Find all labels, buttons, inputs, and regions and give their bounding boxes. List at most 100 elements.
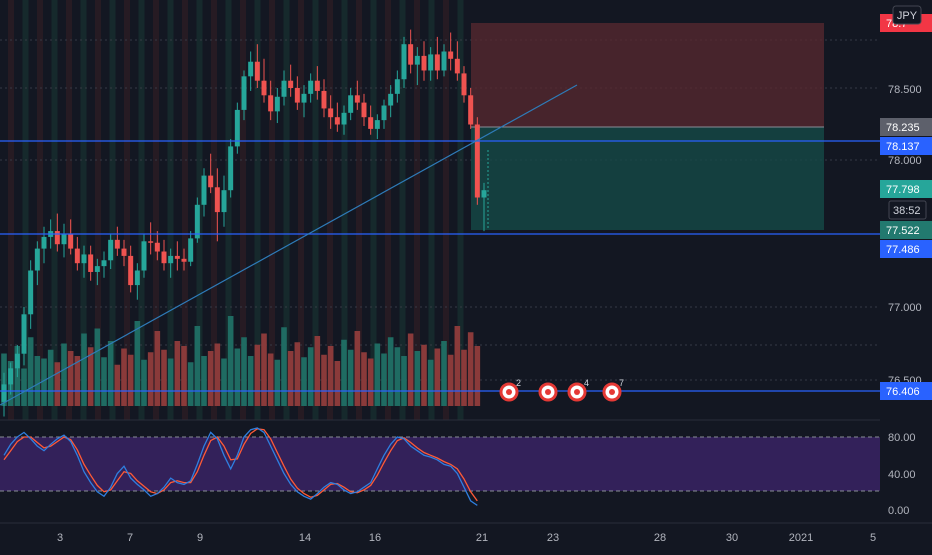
stoch-k-line [3, 427, 478, 506]
candle-body [428, 54, 434, 71]
candle-body [401, 44, 407, 80]
time-tick-label: 7 [127, 532, 133, 544]
session-band [327, 0, 333, 420]
candle-body [168, 255, 174, 264]
candle-body [448, 51, 454, 59]
candle-body [334, 117, 340, 125]
price-tag-label: 76.406 [886, 386, 920, 398]
volume-bar [367, 358, 374, 406]
candle-body [54, 231, 60, 245]
candle-body [1, 384, 7, 402]
candle-body [468, 95, 474, 125]
candle-body [341, 112, 347, 125]
stoch-d-line [3, 428, 478, 502]
stoch-band [0, 437, 880, 491]
candle-body [461, 73, 467, 96]
candle-body [321, 90, 327, 109]
candle-body [201, 175, 207, 205]
session-band [443, 0, 449, 420]
session-band [95, 0, 101, 420]
price-tag-label: 77.486 [886, 244, 920, 256]
volume-bar [241, 337, 247, 406]
session-band [182, 0, 188, 420]
volume-bar [167, 358, 174, 406]
candle-body [234, 109, 240, 147]
volume-bar [34, 356, 41, 406]
time-axis-ticks: 3 7 9 14 16 21 23 28 30 2021 5 [57, 532, 876, 544]
candle-body [294, 88, 300, 103]
stoch-tick-label: 80.00 [888, 432, 916, 444]
volume-bar [294, 342, 301, 406]
event-marker[interactable]: 2 [499, 378, 521, 402]
event-markers[interactable]: 2 4 7 [499, 378, 624, 402]
currency-badge[interactable] [892, 5, 922, 25]
session-band [109, 0, 116, 420]
session-band [414, 0, 420, 420]
volume-bar [254, 344, 261, 406]
event-marker[interactable]: 4 [567, 378, 589, 402]
candle-body [121, 248, 127, 256]
volume-bar [74, 356, 81, 406]
candle-body [141, 241, 147, 271]
volume-bar [247, 356, 254, 406]
candle-body [228, 146, 234, 191]
volume-bar [227, 316, 234, 406]
price-tag [880, 240, 932, 258]
volume-bar [21, 368, 27, 406]
session-bands [8, 0, 464, 420]
candle-body [381, 105, 387, 121]
price-tick-label: 77.000 [888, 302, 922, 314]
candle-body [88, 254, 94, 272]
stoch-axis-ticks: 80.00 40.00 0.00 [888, 432, 916, 517]
volume-bar [214, 343, 221, 406]
volume-bar [54, 362, 61, 406]
volume-bar [161, 349, 167, 406]
time-tick-label: 3 [57, 532, 63, 544]
price-tick-label: 78.500 [888, 84, 922, 96]
volume-bar [107, 341, 114, 406]
volume-bar [441, 341, 447, 406]
session-band [283, 0, 290, 420]
trend-line[interactable] [0, 84, 578, 406]
stoch-tick-label: 40.00 [888, 469, 916, 481]
price-tag-label: 77.798 [886, 184, 920, 196]
candle-body [274, 96, 280, 112]
event-marker[interactable] [538, 382, 558, 402]
session-band [356, 0, 362, 420]
time-tick-label: 9 [197, 532, 203, 544]
volume-bar [361, 352, 367, 406]
candle-body [8, 368, 14, 385]
candle-body [328, 108, 334, 118]
volume-bar [374, 343, 381, 406]
session-band [225, 0, 232, 420]
volume-bar [127, 354, 134, 406]
risk-zone[interactable] [471, 23, 824, 127]
session-band [385, 0, 391, 420]
volume-bar [94, 328, 101, 406]
session-band [66, 0, 72, 420]
event-count: 2 [516, 378, 521, 388]
volume-bar [221, 358, 227, 406]
price-candles[interactable] [1, 29, 487, 417]
event-marker[interactable]: 7 [602, 378, 624, 402]
candle-body [348, 95, 354, 113]
volume-bar [234, 348, 241, 406]
candle-body [134, 270, 140, 286]
price-tag [880, 137, 932, 155]
candle-body [248, 61, 254, 77]
price-tag-label: 78.137 [886, 141, 920, 153]
price-axis[interactable] [880, 0, 932, 523]
session-band [312, 0, 319, 420]
price-tick-label: 78.000 [888, 155, 922, 167]
volume-bar [461, 349, 467, 406]
session-band [167, 0, 174, 420]
reward-zone[interactable] [471, 127, 824, 230]
time-tick-label: 16 [369, 532, 381, 544]
session-band [254, 0, 261, 420]
volume-bar [394, 347, 401, 406]
volume-bar [61, 343, 67, 406]
candle-body [94, 266, 100, 272]
session-band [138, 0, 145, 420]
